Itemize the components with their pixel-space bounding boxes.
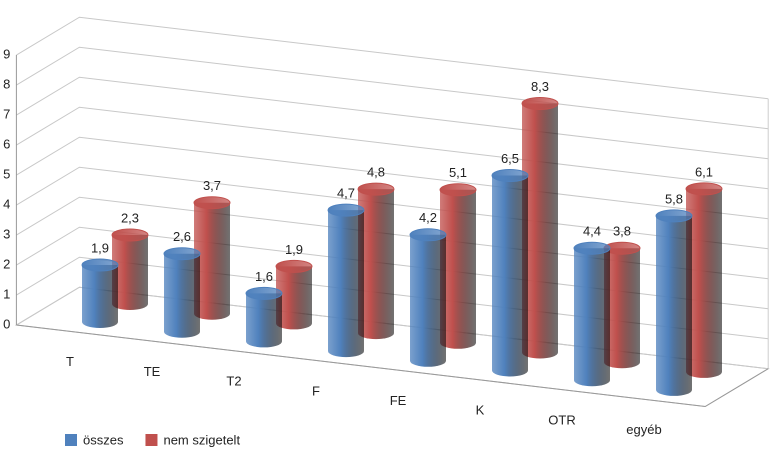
x-tick-label: K	[476, 403, 485, 418]
cylinder	[656, 215, 692, 396]
grid-line	[16, 16, 769, 100]
x-tick-label: OTR	[548, 412, 575, 427]
cylinder	[410, 234, 446, 367]
cylinder	[194, 202, 230, 320]
cylinder-top	[245, 286, 283, 300]
value-label: 5,1	[449, 165, 467, 180]
grid-line	[16, 76, 769, 160]
y-tick-label: 2	[3, 256, 10, 271]
cylinder	[276, 266, 312, 330]
x-tick-label: FE	[390, 393, 407, 408]
y-tick-label: 8	[3, 76, 10, 91]
x-tick-label: T	[66, 354, 74, 369]
cylinder	[112, 235, 148, 310]
cylinder	[328, 210, 365, 358]
cylinder-top	[439, 183, 477, 197]
cylinder-top	[163, 247, 201, 261]
value-label: 2,6	[173, 229, 191, 244]
value-label: 4,4	[583, 224, 601, 239]
x-tick-label: egyéb	[626, 422, 661, 437]
y-tick-label: 7	[3, 106, 10, 121]
cylinder	[522, 103, 558, 359]
value-label: 8,3	[531, 79, 549, 94]
cylinder-top	[521, 97, 559, 110]
y-tick-label: 0	[3, 316, 10, 331]
value-label: 6,5	[501, 151, 519, 166]
cylinder	[358, 189, 394, 340]
cylinder-top	[193, 196, 231, 210]
cylinder-top	[409, 228, 447, 242]
legend-label: nem szigetelt	[163, 432, 240, 447]
value-label: 4,8	[367, 165, 385, 180]
grid-line	[16, 106, 769, 190]
y-tick-label: 6	[3, 136, 10, 151]
value-label: 3,8	[613, 224, 631, 239]
cylinder-top	[327, 203, 365, 217]
cylinder	[604, 248, 640, 369]
y-tick-label: 4	[3, 196, 10, 211]
legend-label: összes	[83, 432, 124, 447]
y-tick-label: 9	[3, 46, 10, 61]
y-tick-label: 3	[3, 226, 10, 241]
value-label: 4,7	[337, 186, 355, 201]
cylinder-top	[275, 259, 313, 273]
cylinder-top	[491, 169, 529, 182]
value-label: 2,3	[121, 210, 139, 225]
floor-edge	[16, 324, 769, 408]
value-label: 1,9	[285, 242, 303, 257]
cylinder-top	[685, 182, 723, 196]
grid-line	[16, 46, 769, 130]
y-tick-label: 1	[3, 286, 10, 301]
cylinder	[164, 253, 200, 338]
value-label: 6,1	[695, 164, 713, 179]
cylinder	[82, 265, 118, 328]
value-label: 5,8	[665, 191, 683, 206]
cylinder	[686, 188, 722, 378]
value-label: 1,6	[255, 269, 273, 284]
y-tick-label: 5	[3, 166, 10, 181]
x-tick-label: T2	[226, 374, 241, 389]
cylinder	[492, 175, 528, 377]
cylinder-top	[573, 241, 611, 255]
cylinder-top	[81, 258, 119, 272]
legend-swatch	[65, 434, 77, 446]
cylinder	[246, 293, 282, 348]
cylinder-top	[357, 182, 395, 196]
cylinder	[440, 189, 476, 349]
legend-swatch	[145, 434, 158, 446]
value-label: 1,9	[91, 240, 109, 255]
cylinder	[574, 248, 610, 387]
x-tick-label: TE	[144, 364, 161, 379]
x-tick-label: F	[312, 383, 320, 398]
value-label: 3,7	[203, 178, 221, 193]
cylinder-top	[111, 228, 149, 242]
cylinder-top	[655, 209, 693, 223]
value-label: 4,2	[419, 210, 437, 225]
